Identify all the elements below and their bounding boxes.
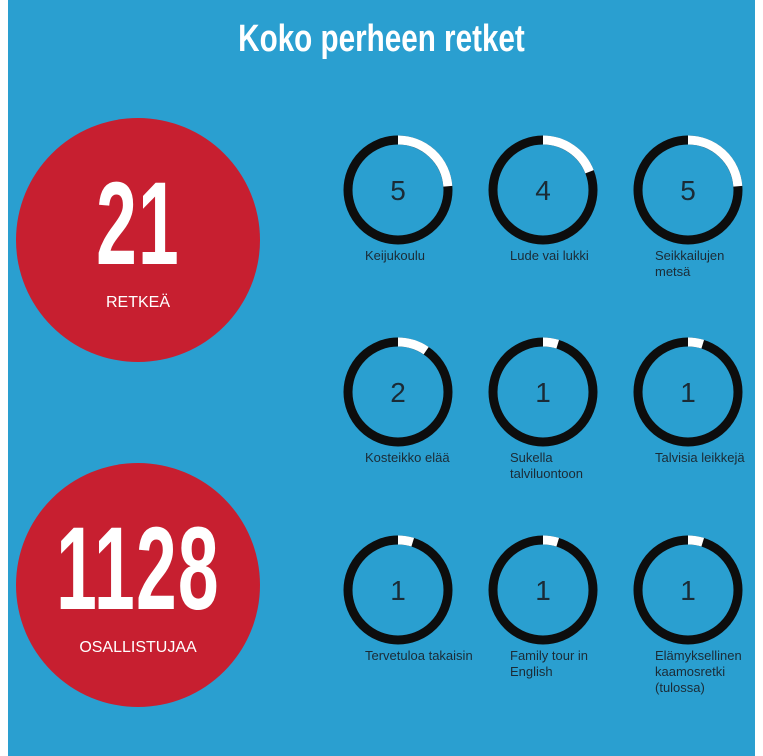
ring-arc xyxy=(687,535,705,547)
trip-name: Kosteikko elää xyxy=(365,450,450,465)
ring-value: 1 xyxy=(680,377,696,408)
ring-arc xyxy=(397,135,453,187)
ring-value: 1 xyxy=(680,575,696,606)
participant-label: OSALLISTUJAA xyxy=(79,639,197,656)
trip: 5 Seikkailujen metsä xyxy=(633,130,763,320)
ring: 5 xyxy=(633,135,743,245)
ring-arc xyxy=(397,535,415,547)
ring-value: 1 xyxy=(390,575,406,606)
ring-arc xyxy=(542,535,560,547)
ring: 1 xyxy=(633,337,743,447)
trip-name: Family tour in English xyxy=(510,648,589,679)
trip: 1 Tervetuloa takaisin xyxy=(343,530,473,720)
ring: 1 xyxy=(488,535,598,645)
ring: 5 xyxy=(343,135,453,245)
trip-name: Keijukoulu xyxy=(365,248,425,263)
trip-name: Elämyksellinen kaamosretki (tulossa) xyxy=(655,648,742,695)
ring-arc xyxy=(397,337,429,355)
ring-arc xyxy=(542,337,560,349)
trip: 2 Kosteikko elää xyxy=(343,332,473,522)
trip: 1 Family tour in English xyxy=(488,530,618,720)
trip: 1 Talvisia leikkejä xyxy=(633,332,763,522)
trip-count-circle: 21 RETKEÄ xyxy=(16,118,260,362)
trip-name: Lude vai lukki xyxy=(510,248,589,263)
ring: 1 xyxy=(488,337,598,447)
trip: 4 Lude vai lukki xyxy=(488,130,618,320)
trip-name: Seikkailujen metsä xyxy=(655,248,725,279)
trip-count: 21 xyxy=(96,158,180,290)
ring-arc xyxy=(687,135,743,187)
ring-value: 1 xyxy=(535,377,551,408)
ring-arc xyxy=(687,337,705,349)
trip-count-label: RETKEÄ xyxy=(105,294,170,311)
trip-name: Tervetuloa takaisin xyxy=(365,648,473,663)
participant-count: 1128 xyxy=(56,503,220,635)
ring-value: 5 xyxy=(680,175,696,206)
ring: 2 xyxy=(343,337,453,447)
infographic: Koko perheen retket 21 RETKEÄ 1128 OSALL… xyxy=(8,0,755,756)
ring-value: 4 xyxy=(535,175,551,206)
trip: 1 Sukella talviluontoon xyxy=(488,332,618,522)
ring-value: 5 xyxy=(390,175,406,206)
ring-value: 2 xyxy=(390,377,406,408)
ring: 1 xyxy=(343,535,453,645)
ring: 4 xyxy=(488,135,598,245)
title: Koko perheen retket xyxy=(238,18,525,60)
participant-circle: 1128 OSALLISTUJAA xyxy=(16,463,260,707)
ring-value: 1 xyxy=(535,575,551,606)
ring: 1 xyxy=(633,535,743,645)
trip-name: Talvisia leikkejä xyxy=(655,450,745,465)
trip: 1 Elämyksellinen kaamosretki (tulossa) xyxy=(633,530,763,720)
ring-arc xyxy=(542,135,594,174)
trip-name: Sukella talviluontoon xyxy=(510,450,583,481)
trip: 5 Keijukoulu xyxy=(343,130,473,320)
